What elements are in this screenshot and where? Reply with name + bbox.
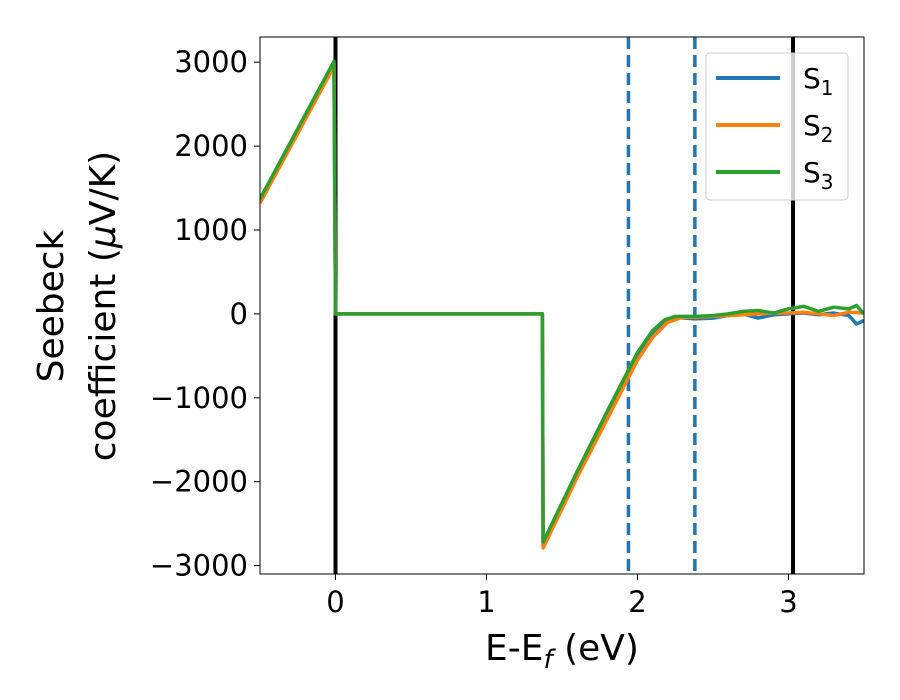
y-tick-label: 3000	[174, 45, 248, 79]
y-axis-label-line1: Seebeck	[31, 229, 72, 382]
y-tick-label: 2000	[174, 129, 248, 163]
y-tick-label: 0	[230, 297, 248, 331]
y-axis: 3000 2000 1000 0 −1000 −2000 −3000	[150, 45, 260, 583]
series-line-s3	[260, 59, 864, 544]
x-tick-label: 3	[779, 585, 797, 619]
plot-frame	[259, 36, 865, 575]
legend: S1 S2 S3	[705, 52, 849, 201]
y-tick-label: −1000	[150, 381, 248, 415]
x-axis: 0 1 2 3	[326, 574, 798, 619]
legend-label-s1: S1	[803, 62, 834, 100]
x-tick-label: 2	[628, 585, 646, 619]
x-axis-label: E-Ef (eV)	[485, 628, 639, 675]
y-tick-label: −3000	[150, 549, 248, 583]
legend-label-s3: S3	[803, 156, 834, 194]
y-axis-label: Seebeck coefficient (μV/K)	[31, 151, 124, 461]
legend-label-s2: S2	[803, 109, 834, 147]
x-tick-label: 0	[326, 585, 344, 619]
x-tick-label: 1	[477, 585, 495, 619]
y-tick-label: 1000	[174, 213, 248, 247]
y-axis-label-line2: coefficient (μV/K)	[83, 151, 124, 461]
y-tick-label: −2000	[150, 465, 248, 499]
